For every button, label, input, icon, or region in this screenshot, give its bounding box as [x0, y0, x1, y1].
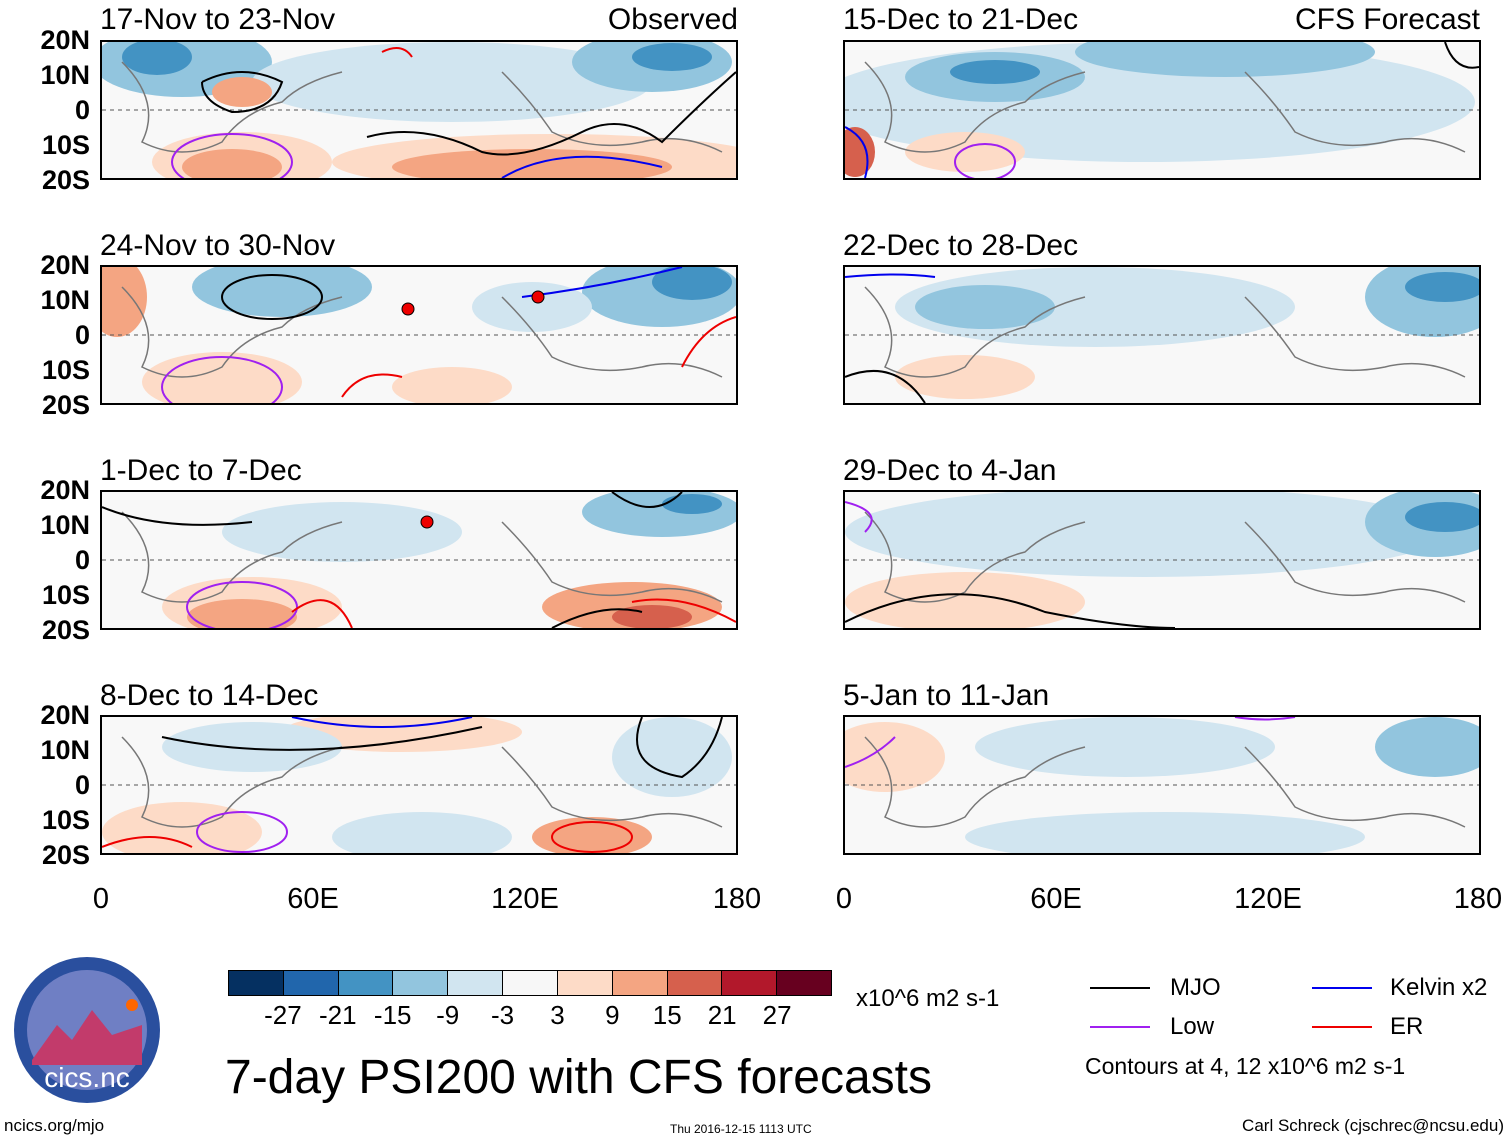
lat-label: 0 — [74, 770, 90, 800]
lat-label: 0 — [74, 545, 90, 575]
colorbar-swatch — [283, 971, 339, 995]
map-panel-6 — [843, 265, 1481, 405]
colorbar-swatch — [338, 971, 394, 995]
lon-label: 120E — [1234, 883, 1302, 915]
map-panel-5 — [843, 40, 1481, 180]
psi-field-5 — [845, 42, 1479, 178]
psi-field-8 — [845, 717, 1479, 853]
colorbar — [228, 970, 832, 996]
colorbar-tick-label: -21 — [319, 1000, 357, 1030]
colorbar-tick-label: -15 — [373, 1000, 412, 1030]
lat-label: 10N — [40, 735, 90, 765]
lat-label: 20S — [41, 840, 90, 870]
lat-label: 20S — [41, 165, 90, 195]
panel-tag-cfs-forecast: CFS Forecast — [1294, 3, 1480, 36]
lat-label: 10N — [40, 510, 90, 540]
colorbar-swatch — [503, 971, 558, 995]
legend-swatch-mjo — [1090, 987, 1150, 989]
legend-swatch-low — [1090, 1026, 1150, 1028]
lat-label: 10S — [41, 580, 90, 610]
colorbar-tick-label: -3 — [490, 1000, 515, 1030]
psi-field-7 — [845, 492, 1479, 628]
lat-label: 10S — [41, 130, 90, 160]
panel-title-6: 22-Dec to 28-Dec — [843, 229, 1079, 262]
panel-tag-observed: Observed — [607, 3, 738, 36]
cics-logo: cics.nc — [14, 957, 160, 1103]
psi-field-4 — [102, 717, 736, 853]
colorbar-tick-label: -27 — [264, 1000, 302, 1030]
colorbar-swatch — [557, 971, 613, 995]
lat-label: 0 — [74, 95, 90, 125]
panel-title-5: 15-Dec to 21-Dec — [843, 3, 1079, 36]
panel-title-4: 8-Dec to 14-Dec — [100, 679, 319, 712]
panel-title-3: 1-Dec to 7-Dec — [100, 454, 302, 487]
colorbar-swatch — [777, 971, 831, 995]
map-panel-7 — [843, 490, 1481, 630]
map-panel-2 — [100, 265, 738, 405]
legend-swatch-kelvin — [1312, 987, 1372, 989]
lat-label: 10N — [40, 60, 90, 90]
footer-timestamp: Thu 2016-12-15 1113 UTC — [670, 1122, 812, 1136]
lat-label: 10S — [41, 355, 90, 385]
logo-text: cics.nc — [44, 1062, 130, 1093]
lat-label: 20S — [41, 615, 90, 645]
lat-label: 20N — [40, 700, 90, 730]
panel-title-2: 24-Nov to 30-Nov — [100, 229, 336, 262]
lon-label: 0 — [92, 883, 110, 915]
lat-label: 20N — [40, 25, 90, 55]
lon-label: 0 — [835, 883, 853, 915]
lat-label: 0 — [74, 320, 90, 350]
colorbar-swatch — [612, 971, 668, 995]
legend-label-mjo: MJO — [1170, 974, 1221, 1001]
lon-label: 60E — [1030, 883, 1082, 915]
lon-label: 60E — [287, 883, 339, 915]
colorbar-tick-label: 27 — [762, 1000, 792, 1030]
colorbar-tick-label: 3 — [550, 1000, 565, 1030]
legend-note: Contours at 4, 12 x10^6 m2 s-1 — [1085, 1053, 1406, 1079]
colorbar-swatch — [393, 971, 449, 995]
colorbar-units: x10^6 m2 s-1 — [856, 985, 1000, 1012]
panel-title-8: 5-Jan to 11-Jan — [843, 679, 1050, 712]
colorbar-tick-label: 21 — [707, 1000, 737, 1030]
footer-link-mjo[interactable]: ncics.org/mjo — [4, 1116, 105, 1135]
legend-label-low: Low — [1170, 1013, 1215, 1040]
map-panel-3 — [100, 490, 738, 630]
panel-title-1: 17-Nov to 23-Nov — [100, 3, 336, 36]
colorbar-swatch — [448, 971, 504, 995]
main-title: 7-day PSI200 with CFS forecasts — [225, 1051, 932, 1104]
colorbar-tick-label: 9 — [605, 1000, 620, 1030]
lon-label: 180 — [712, 883, 762, 915]
psi-field-6 — [845, 267, 1479, 403]
colorbar-swatch — [722, 971, 778, 995]
psi-field-1 — [102, 42, 736, 178]
lat-label: 20N — [40, 250, 90, 280]
psi-field-2 — [102, 267, 736, 403]
map-panel-1 — [100, 40, 738, 180]
footer-author: Carl Schreck (cjschrec@ncsu.edu) — [1242, 1116, 1504, 1135]
map-panel-4 — [100, 715, 738, 855]
colorbar-tick-label: -9 — [436, 1000, 460, 1030]
psi-field-3 — [102, 492, 736, 628]
lat-label: 20N — [40, 475, 90, 505]
lat-label: 10S — [41, 805, 90, 835]
lat-label: 20S — [41, 390, 90, 420]
lon-label: 180 — [1453, 883, 1503, 915]
map-panel-8 — [843, 715, 1481, 855]
legend-label-er: ER — [1390, 1013, 1424, 1040]
lat-label: 10N — [40, 285, 90, 315]
legend-swatch-er — [1312, 1026, 1372, 1028]
panel-title-7: 29-Dec to 4-Jan — [843, 454, 1057, 487]
lon-label: 120E — [491, 883, 559, 915]
legend-label-kelvin: Kelvin x2 — [1390, 974, 1488, 1001]
colorbar-swatch — [229, 971, 284, 995]
colorbar-tick-label: 15 — [652, 1000, 682, 1030]
colorbar-swatch — [667, 971, 723, 995]
